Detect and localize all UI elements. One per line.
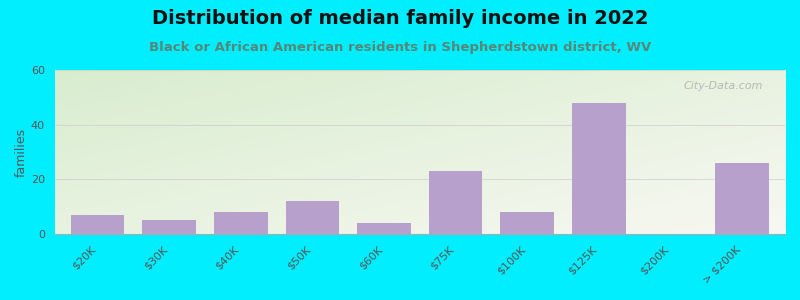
Y-axis label: families: families <box>15 128 28 177</box>
Bar <box>429 171 482 234</box>
Bar <box>357 223 411 234</box>
Bar <box>572 103 626 234</box>
Text: City-Data.com: City-Data.com <box>683 82 763 92</box>
Bar <box>70 215 125 234</box>
Bar <box>142 220 196 234</box>
Text: Black or African American residents in Shepherdstown district, WV: Black or African American residents in S… <box>149 40 651 53</box>
Bar <box>214 212 268 234</box>
Bar <box>500 212 554 234</box>
Text: Distribution of median family income in 2022: Distribution of median family income in … <box>152 9 648 28</box>
Bar <box>715 163 769 234</box>
Bar <box>286 201 339 234</box>
